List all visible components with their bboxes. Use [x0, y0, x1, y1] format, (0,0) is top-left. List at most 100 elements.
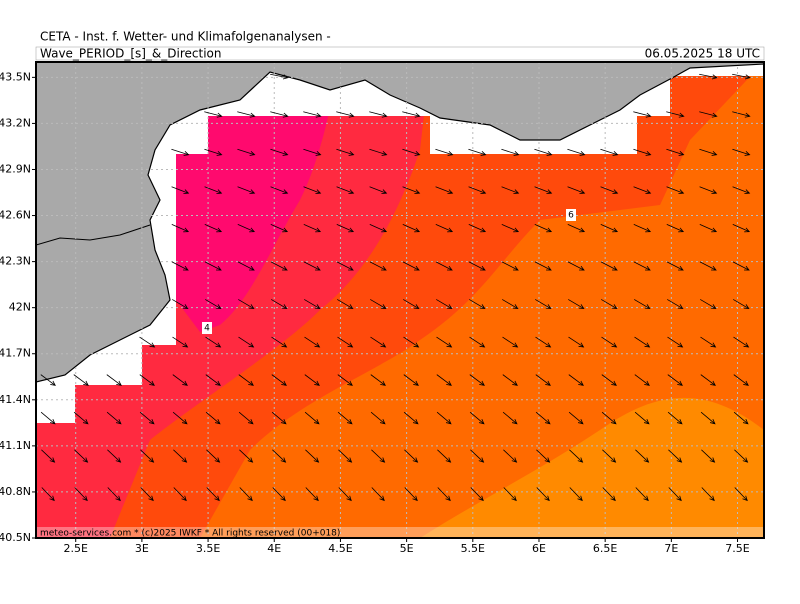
wave-arrow	[270, 186, 289, 195]
wave-arrow	[502, 336, 519, 348]
wave-arrow	[402, 111, 421, 118]
wave-arrow	[237, 148, 256, 156]
wave-arrow	[701, 487, 715, 502]
wave-arrow	[502, 374, 518, 386]
wave-arrow	[470, 487, 484, 502]
wave-arrow	[733, 374, 749, 386]
wave-arrow	[107, 487, 121, 502]
wave-arrow	[369, 148, 388, 156]
wave-arrow	[173, 449, 188, 463]
contour-label: 4	[204, 324, 210, 334]
wave-arrow	[734, 449, 749, 463]
wave-arrow	[602, 487, 616, 502]
wave-arrow	[171, 261, 189, 271]
wave-arrow	[370, 411, 386, 425]
x-tick-label: 5E	[400, 542, 414, 555]
wave-arrow	[272, 487, 286, 502]
wave-arrow	[238, 411, 254, 425]
wave-arrow	[402, 261, 420, 271]
x-tick-label: 4.5E	[328, 542, 352, 555]
wave-arrow	[173, 487, 187, 502]
wave-arrow	[41, 487, 55, 502]
wave-arrow	[172, 336, 189, 348]
wave-arrow	[336, 186, 355, 195]
wave-arrow	[204, 223, 223, 233]
wave-arrow	[732, 73, 751, 80]
wave-arrow	[404, 487, 418, 502]
wave-arrow	[140, 449, 155, 463]
wave-arrow	[437, 487, 451, 502]
wave-arrow	[733, 299, 750, 310]
wave-arrow	[338, 487, 352, 502]
wave-arrow	[699, 73, 718, 80]
wave-arrow	[733, 336, 750, 348]
wave-arrow	[40, 411, 56, 425]
wave-arrow	[369, 261, 387, 271]
x-tick-label: 4E	[267, 542, 281, 555]
wave-arrow	[139, 374, 155, 386]
wave-arrow	[668, 487, 682, 502]
wave-arrow	[140, 487, 154, 502]
wave-arrow	[41, 449, 56, 463]
wave-arrow	[700, 411, 716, 425]
wave-arrow	[337, 411, 353, 425]
wave-arrow	[633, 261, 651, 271]
wave-arrow	[303, 186, 322, 195]
wave-arrow	[369, 186, 388, 195]
y-tick-label: 41.1N	[0, 439, 31, 452]
wave-arrow	[700, 299, 717, 310]
wave-arrow	[40, 374, 56, 386]
wave-arrow	[139, 336, 156, 348]
wave-arrow	[205, 299, 222, 310]
wave-arrow	[567, 223, 586, 233]
wave-arrow	[535, 336, 552, 348]
wave-arrow	[270, 261, 288, 271]
wave-arrow	[204, 261, 222, 271]
wave-arrow	[600, 261, 618, 271]
title-bar	[35, 46, 765, 61]
label-box	[566, 209, 576, 221]
wave-arrow	[732, 223, 751, 233]
wave-arrow	[270, 111, 289, 118]
wave-arrow	[602, 449, 617, 463]
wave-arrow	[172, 299, 189, 310]
wave-arrow	[535, 374, 551, 386]
x-tick-label: 7.5E	[725, 542, 749, 555]
wave-arrow	[633, 186, 652, 195]
y-tick-label: 43.5N	[0, 70, 31, 83]
wave-arrow	[237, 261, 255, 271]
x-tick-label: 3.5E	[196, 542, 220, 555]
wave-arrow	[601, 374, 617, 386]
wave-arrow	[403, 336, 420, 348]
wave-arrow	[601, 336, 618, 348]
wave-arrow	[204, 186, 223, 195]
wave-arrow	[667, 336, 684, 348]
wave-arrow	[172, 411, 188, 425]
wave-arrow	[435, 148, 454, 156]
wave-arrow	[206, 449, 221, 463]
wave-arrow	[468, 148, 487, 156]
wave-arrow	[271, 336, 288, 348]
wave-arrow	[436, 299, 453, 310]
wave-arrow	[369, 111, 388, 118]
wave-arrow	[502, 411, 518, 425]
wave-arrow	[403, 299, 420, 310]
wave-arrow	[304, 299, 321, 310]
credit: meteo-services.com * (c)2025 IWKF * All …	[40, 529, 340, 539]
wave-arrow	[204, 148, 223, 156]
wave-arrow	[502, 299, 519, 310]
wave-arrow	[172, 374, 188, 386]
wave-arrow	[699, 148, 718, 156]
wave-arrow	[272, 449, 287, 463]
wave-arrow	[600, 186, 619, 195]
wave-arrow	[667, 374, 683, 386]
wave-arrow	[271, 374, 287, 386]
wave-arrow	[404, 449, 419, 463]
wave-arrow	[468, 186, 487, 195]
wave-arrow	[237, 223, 256, 233]
wave-arrow	[204, 111, 223, 118]
wave-arrow	[503, 449, 518, 463]
wave-arrow	[370, 336, 387, 348]
wave-arrow	[667, 299, 684, 310]
wave-arrow	[303, 261, 321, 271]
